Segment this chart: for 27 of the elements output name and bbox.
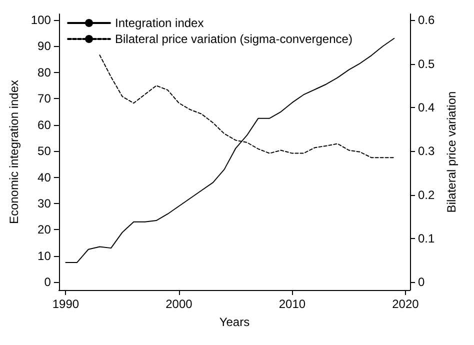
- x-tick-label: 2010: [278, 297, 306, 311]
- y-tick-label: 60: [38, 118, 52, 132]
- legend-label: Bilateral price variation (sigma-convergence): [115, 32, 352, 46]
- y-tick-label: 40: [38, 170, 52, 184]
- y2-tick-label: 0.5: [418, 56, 436, 71]
- y2-tick-label: 0.3: [418, 144, 436, 158]
- x-tick-label: 1990: [52, 297, 80, 311]
- y-tick-label: 80: [38, 65, 52, 80]
- y2-tick-label: 0.6: [418, 13, 436, 28]
- y-tick-label: 50: [38, 144, 52, 158]
- y-tick-label: 30: [38, 196, 52, 211]
- y2-tick-label: 0.4: [418, 100, 436, 114]
- y-tick-label: 70: [38, 92, 52, 106]
- y2-tick-label: 0.2: [418, 188, 436, 202]
- x-axis-title: Years: [219, 315, 250, 329]
- y2-tick-label: 0.1: [418, 231, 436, 246]
- legend-label: Integration index: [115, 16, 204, 30]
- y-axis-title: Economic integration index: [7, 80, 21, 224]
- y-tick-label: 20: [38, 222, 52, 237]
- y-tick-label: 100: [30, 13, 52, 28]
- y2-axis-title: Bilateral price variation: [444, 91, 459, 213]
- x-tick-label: 2000: [166, 297, 193, 311]
- y-tick-label: 90: [38, 39, 52, 54]
- y2-tick-label: 0: [418, 275, 425, 290]
- y-tick-label: 10: [38, 248, 52, 263]
- y-tick-label: 0: [44, 275, 52, 290]
- x-tick-label: 2020: [392, 297, 420, 311]
